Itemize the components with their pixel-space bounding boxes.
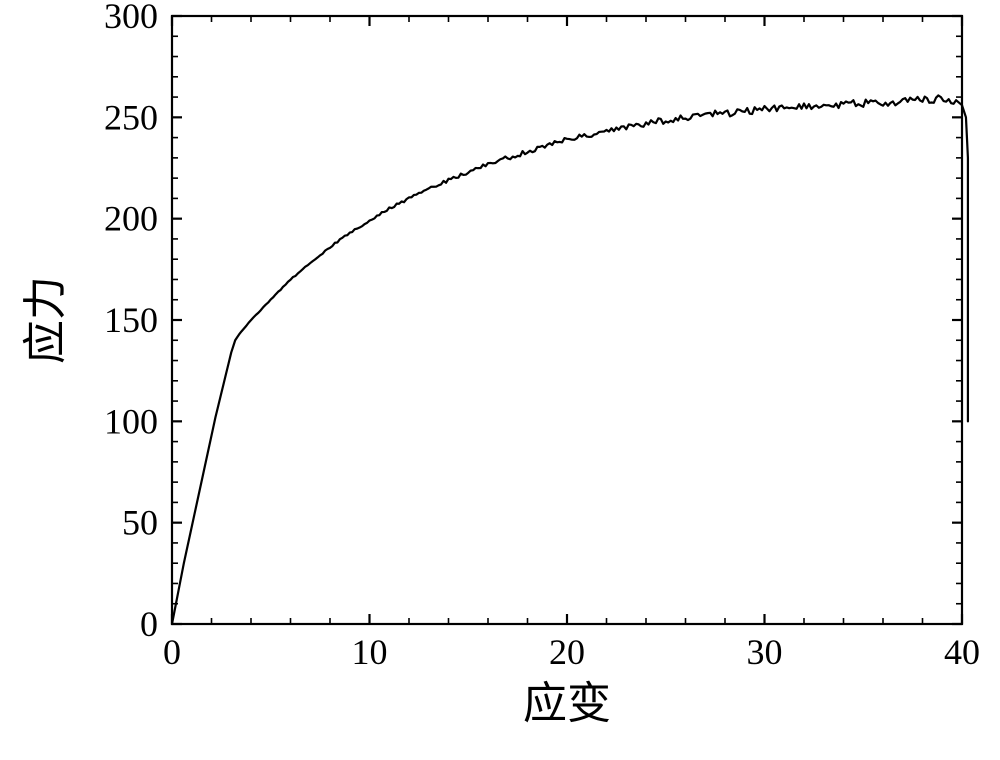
y-tick-label: 200 — [104, 199, 158, 239]
y-axis-label: 应力 — [21, 276, 70, 364]
x-tick-label: 20 — [549, 632, 585, 672]
chart-container: 0 10 20 30 40 0 50 100 150 200 250 300 应变 应力 — [0, 0, 1000, 760]
x-tick-label: 10 — [352, 632, 388, 672]
y-tick-label: 100 — [104, 401, 158, 441]
y-tick-label: 250 — [104, 97, 158, 137]
x-tick-label: 40 — [944, 632, 980, 672]
stress-strain-chart: 0 10 20 30 40 0 50 100 150 200 250 300 应变 应力 — [0, 0, 1000, 760]
y-tick-label: 50 — [122, 503, 158, 543]
x-tick-label: 30 — [747, 632, 783, 672]
y-tick-label: 150 — [104, 300, 158, 340]
y-tick-label: 0 — [140, 604, 158, 644]
y-tick-label: 300 — [104, 0, 158, 36]
x-axis-label: 应变 — [523, 679, 611, 728]
x-tick-label: 0 — [163, 632, 181, 672]
